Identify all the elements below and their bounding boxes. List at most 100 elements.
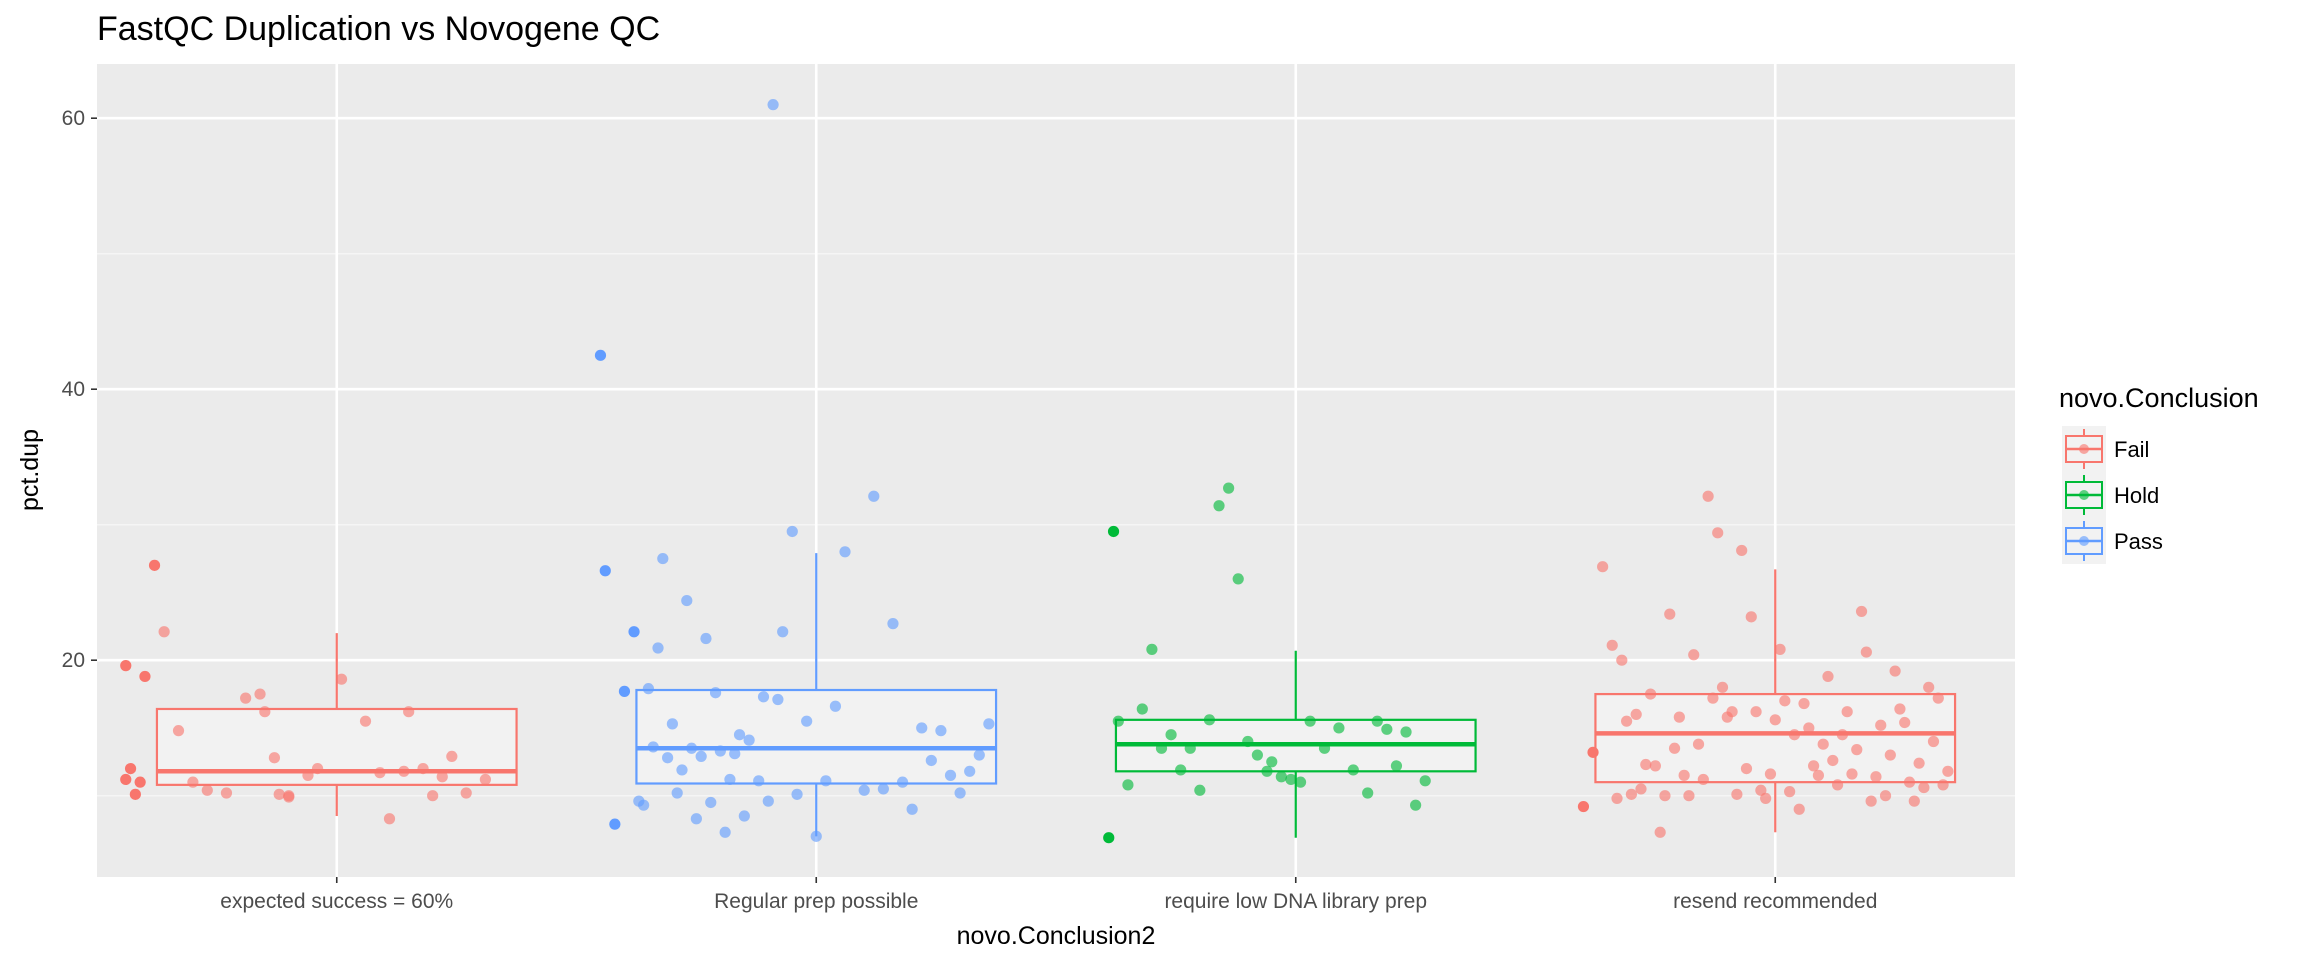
data-point [935, 725, 947, 737]
data-point [1400, 726, 1412, 738]
data-point [1683, 790, 1695, 802]
data-point [1103, 832, 1115, 844]
data-point [1865, 795, 1877, 807]
data-point [671, 787, 683, 799]
data-point [1831, 779, 1844, 791]
data-point [1855, 605, 1868, 618]
data-point [311, 763, 324, 775]
data-point [925, 754, 937, 767]
y-tick-label: 20 [62, 649, 85, 672]
data-point [676, 764, 688, 776]
data-point [134, 776, 146, 788]
y-axis-ticks: 20 40 60 [62, 107, 97, 672]
data-point [1175, 764, 1187, 776]
data-point [1841, 706, 1853, 718]
data-point [1597, 561, 1609, 573]
data-point [1851, 744, 1863, 756]
data-point [259, 706, 271, 718]
data-point [120, 660, 132, 672]
data-point [1112, 715, 1124, 727]
data-point [1937, 779, 1949, 791]
data-point [1836, 729, 1848, 741]
data-point [460, 787, 472, 799]
data-point [791, 788, 803, 800]
data-point [733, 729, 746, 741]
data-point [916, 722, 928, 734]
data-point [1918, 781, 1930, 794]
data-point [240, 692, 252, 704]
legend-title: novo.Conclusion [2059, 383, 2259, 413]
data-point [1577, 800, 1590, 813]
legend-label: Pass [2114, 529, 2163, 554]
box-body [635, 688, 998, 785]
x-axis-title: novo.Conclusion2 [957, 922, 1156, 950]
data-point [700, 632, 712, 645]
data-point [1784, 786, 1796, 798]
data-point [1803, 722, 1815, 734]
data-point [647, 741, 659, 753]
data-point [302, 769, 314, 781]
data-point [729, 748, 741, 760]
data-point [1678, 769, 1690, 781]
data-point [158, 626, 170, 638]
data-point [1659, 790, 1671, 802]
data-point [1755, 784, 1767, 796]
data-point [1798, 697, 1810, 710]
data-point [1381, 723, 1393, 735]
data-point [1712, 527, 1724, 539]
data-point [268, 752, 281, 764]
data-point [810, 830, 822, 842]
data-point [1764, 768, 1777, 780]
data-point [1697, 773, 1709, 786]
data-point [1769, 714, 1781, 726]
legend-key-point [2079, 444, 2089, 454]
x-tick-label: expected success = 60% [220, 890, 453, 913]
x-tick-label: Regular prep possible [714, 890, 918, 913]
data-point [1903, 776, 1916, 788]
data-point [753, 775, 765, 787]
legend-key-point [2079, 536, 2089, 546]
data-point [868, 490, 880, 502]
data-point [839, 546, 851, 558]
data-point [479, 773, 491, 786]
data-point [1745, 611, 1757, 623]
x-tick-label: require low DNA library prep [1164, 890, 1427, 913]
data-point [283, 791, 295, 803]
data-point [1136, 703, 1148, 715]
data-point [609, 818, 621, 830]
chart-title: FastQC Duplication vs Novogene QC [97, 10, 660, 48]
data-point [1736, 544, 1748, 557]
minor-gridlines [97, 252, 2015, 797]
data-point [1879, 790, 1892, 802]
data-point [743, 734, 755, 746]
data-point [757, 691, 770, 703]
data-point [964, 765, 976, 777]
data-point [124, 763, 137, 775]
data-point [662, 752, 674, 764]
data-point [1266, 756, 1278, 768]
data-point [1923, 681, 1935, 693]
legend-key-point [2079, 490, 2089, 500]
data-point [1788, 729, 1801, 741]
data-point [417, 763, 429, 775]
data-point [973, 749, 985, 761]
legend-item-hold: Hold [2062, 472, 2159, 518]
data-point [1635, 783, 1647, 795]
data-point [1817, 738, 1829, 750]
box-pass [635, 553, 998, 837]
data-point [618, 685, 631, 697]
data-point [1640, 758, 1652, 771]
data-point [1390, 760, 1403, 772]
data-point [1779, 695, 1791, 707]
data-point [829, 700, 842, 712]
data-point [1285, 773, 1297, 786]
data-point [896, 776, 909, 788]
data-point [1702, 490, 1714, 502]
data-point [374, 767, 386, 779]
data-point [1889, 665, 1901, 677]
data-point [120, 773, 132, 786]
data-point [1630, 708, 1642, 721]
data-point [681, 594, 693, 607]
data-point [1146, 643, 1158, 655]
